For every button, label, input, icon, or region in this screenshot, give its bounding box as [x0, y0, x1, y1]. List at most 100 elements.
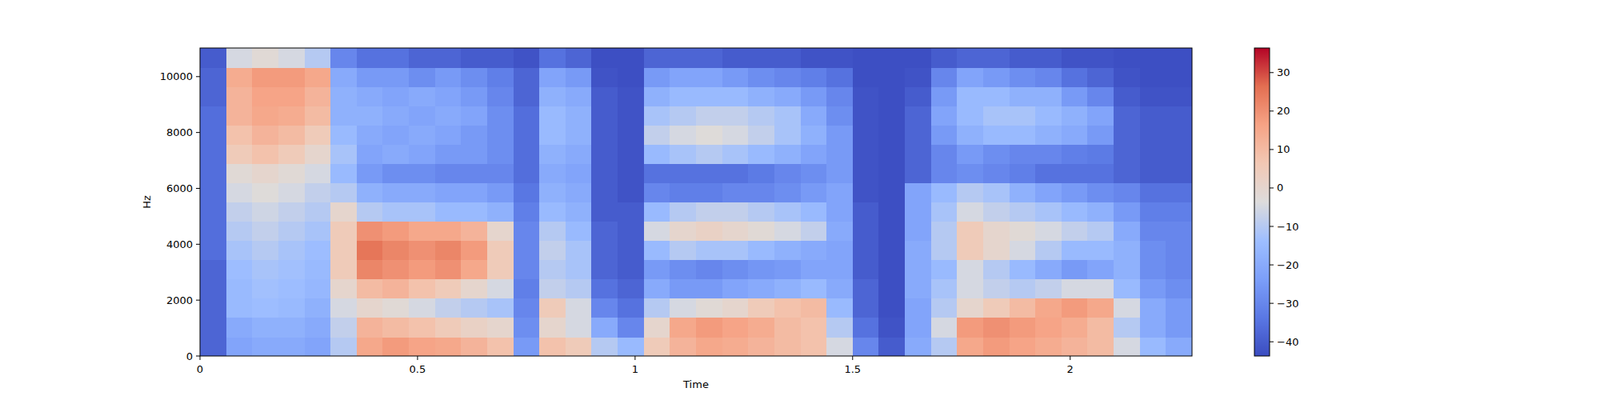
cell: [356, 48, 384, 68]
cell: [460, 86, 488, 107]
cell: [487, 298, 514, 319]
cell: [226, 144, 253, 164]
cell: [200, 48, 227, 68]
cell: [983, 182, 1010, 203]
cell: [252, 260, 279, 280]
cell: [565, 260, 592, 280]
cell: [460, 105, 488, 126]
colorbar-tick-label: 0: [1276, 181, 1284, 194]
cell: [565, 298, 592, 319]
cell: [252, 336, 279, 356]
y-tick-label: 0: [186, 350, 193, 363]
cell: [644, 298, 671, 319]
cell: [617, 298, 644, 319]
cell: [1009, 144, 1036, 164]
cell: [904, 124, 932, 145]
cell: [513, 105, 540, 126]
cell: [800, 163, 828, 184]
cell: [1061, 240, 1088, 261]
cell: [852, 163, 880, 184]
cell: [617, 260, 644, 280]
cell: [617, 279, 644, 300]
y-tick-label: 2000: [166, 294, 193, 307]
cell: [487, 221, 514, 242]
cell: [748, 182, 775, 203]
cell: [539, 105, 566, 126]
cell: [278, 336, 305, 356]
cell: [304, 67, 332, 88]
cell: [539, 67, 566, 88]
cell: [408, 163, 436, 184]
cell: [1061, 279, 1088, 300]
cell: [1140, 48, 1167, 68]
cell: [200, 105, 227, 126]
x-tick: [416, 356, 418, 360]
cell: [904, 240, 932, 261]
cell: [252, 163, 279, 184]
cell: [800, 221, 828, 242]
cell: [1113, 336, 1140, 356]
cell: [669, 317, 696, 338]
cell: [852, 240, 880, 261]
cell: [487, 124, 514, 145]
cell: [435, 48, 462, 68]
cell: [852, 260, 880, 280]
cell: [513, 202, 540, 223]
cell: [200, 144, 227, 164]
cell: [1165, 182, 1192, 203]
cell: [226, 48, 253, 68]
cell: [774, 124, 801, 145]
cell: [800, 298, 828, 319]
cell: [435, 163, 462, 184]
cell: [513, 182, 540, 203]
cell: [722, 124, 749, 145]
cell: [644, 86, 671, 107]
cell: [983, 298, 1010, 319]
cell: [565, 317, 592, 338]
cell: [330, 86, 357, 107]
cell: [956, 163, 984, 184]
cell: [226, 260, 253, 280]
cell: [956, 67, 984, 88]
y-tick: [196, 356, 200, 357]
cell: [513, 221, 540, 242]
cell: [617, 48, 644, 68]
cell: [852, 317, 880, 338]
cell: [487, 144, 514, 164]
cell: [1009, 124, 1036, 145]
cell: [356, 279, 384, 300]
cell: [304, 124, 332, 145]
cell: [1113, 182, 1140, 203]
cell: [278, 260, 305, 280]
cell: [304, 86, 332, 107]
cell: [852, 67, 880, 88]
cell: [226, 105, 253, 126]
cell: [931, 279, 958, 300]
x-tick-label: 0.5: [409, 363, 427, 376]
cell: [1140, 144, 1167, 164]
cell: [356, 67, 384, 88]
cell: [1140, 202, 1167, 223]
cell: [408, 67, 436, 88]
cell: [278, 221, 305, 242]
cell: [931, 240, 958, 261]
y-tick: [196, 132, 200, 133]
cell: [1140, 260, 1167, 280]
cell: [356, 182, 384, 203]
cell: [304, 202, 332, 223]
cell: [1061, 86, 1088, 107]
cell: [826, 317, 853, 338]
cell: [904, 336, 932, 356]
cell: [330, 336, 357, 356]
cell: [1035, 86, 1062, 107]
cell: [460, 260, 488, 280]
cell: [696, 124, 723, 145]
cell: [435, 182, 462, 203]
cell: [722, 260, 749, 280]
cell: [539, 182, 566, 203]
colorbar-tick: [1269, 187, 1274, 188]
cell: [565, 163, 592, 184]
cell: [226, 240, 253, 261]
cell: [304, 336, 332, 356]
cell: [591, 67, 618, 88]
